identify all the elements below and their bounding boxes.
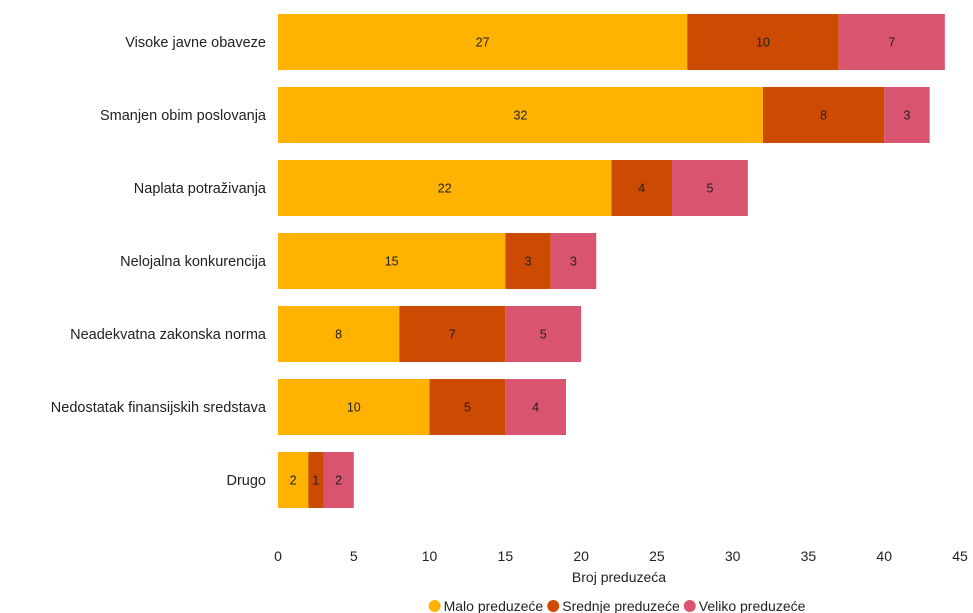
legend-item: Veliko preduzeće: [683, 598, 806, 613]
bar-segment: [550, 233, 597, 289]
x-tick-label: 10: [422, 548, 438, 564]
bar-value-label: 5: [540, 328, 547, 342]
x-tick-label: 40: [876, 548, 892, 564]
category-label: Smanjen obim poslovanja: [100, 108, 267, 124]
bar-segment: [278, 160, 612, 216]
category-label: Naplata potraživanja: [134, 181, 267, 197]
bar-value-label: 3: [525, 255, 532, 269]
bar-value-label: 8: [820, 109, 827, 123]
bar-segment: [687, 14, 839, 70]
bar-value-label: 10: [756, 36, 770, 50]
bar-segment: [308, 452, 324, 508]
bar-segment: [278, 306, 400, 362]
bar-segment: [611, 160, 673, 216]
legend-swatch: [428, 600, 441, 612]
x-tick-label: 5: [350, 548, 358, 564]
category-label: Visoke javne obaveze: [125, 35, 266, 51]
x-tick-label: 0: [274, 548, 282, 564]
category-label: Neadekvatna zakonska norma: [70, 327, 267, 343]
bar-segment: [278, 452, 309, 508]
bar-value-label: 3: [570, 255, 577, 269]
category-label: Nelojalna konkurencija: [120, 254, 267, 270]
bar-value-label: 32: [514, 109, 528, 123]
bar-segment: [762, 87, 885, 143]
category-labels: Visoke javne obaveze Smanjen obim poslova…: [51, 35, 267, 489]
bar-value-label: 15: [385, 255, 399, 269]
bar-value-label: 3: [903, 109, 910, 123]
bar-value-label: 5: [464, 401, 471, 415]
bar-value-label: 5: [706, 182, 713, 196]
bar-value-label: 4: [638, 182, 645, 196]
bar-value-label: 27: [476, 36, 490, 50]
legend-item: Srednje preduzeće: [547, 598, 680, 613]
bar-segment: [278, 87, 763, 143]
legend-swatch: [683, 600, 696, 612]
legend-label: Srednje preduzeće: [562, 598, 680, 613]
bar-segment: [399, 306, 506, 362]
bar-value-label: 1: [312, 474, 319, 488]
bar-segment: [672, 160, 748, 216]
bar-value-label: 22: [438, 182, 452, 196]
bar-value-label: 2: [335, 474, 342, 488]
bar-segment: [838, 14, 945, 70]
x-tick-label: 45: [952, 548, 968, 564]
legend-swatch: [547, 600, 560, 612]
x-axis-title: Broj preduzeća: [572, 569, 666, 585]
x-axis-ticks: 0 5 10 15 20 25 30 35 40 45: [274, 548, 968, 564]
bar-value-label: 7: [888, 36, 895, 50]
bar-value-label: 7: [449, 328, 456, 342]
x-tick-label: 20: [573, 548, 589, 564]
bar-segment: [505, 233, 551, 289]
x-tick-label: 15: [498, 548, 514, 564]
bar-segment: [323, 452, 354, 508]
legend-item: Malo preduzeće: [428, 598, 544, 613]
legend: Malo preduzeće Srednje preduzeće Veliko pr…: [428, 598, 806, 613]
category-label: Nedostatak finansijskih sredstava: [51, 400, 267, 416]
bar-value-label: 10: [347, 401, 361, 415]
bar-value-label: 8: [335, 328, 342, 342]
x-tick-label: 35: [801, 548, 817, 564]
x-tick-label: 25: [649, 548, 665, 564]
bar-segment: [505, 379, 566, 435]
bar-segment: [278, 379, 430, 435]
bar-segment: [429, 379, 506, 435]
x-tick-label: 30: [725, 548, 741, 564]
category-label: Drugo: [227, 473, 267, 489]
bar-segment: [278, 14, 688, 70]
bars-layer: 27 10 7 32 8 3 22 4 5 15 3 3 8 7 5 10 5 4 2 1 2: [278, 14, 945, 508]
bar-segment: [278, 233, 506, 289]
bar-value-label: 4: [532, 401, 539, 415]
legend-label: Veliko preduzeće: [699, 598, 806, 613]
legend-label: Malo preduzeće: [444, 598, 544, 613]
bar-segment: [505, 306, 582, 362]
bar-value-label: 2: [290, 474, 297, 488]
bar-segment: [884, 87, 930, 143]
